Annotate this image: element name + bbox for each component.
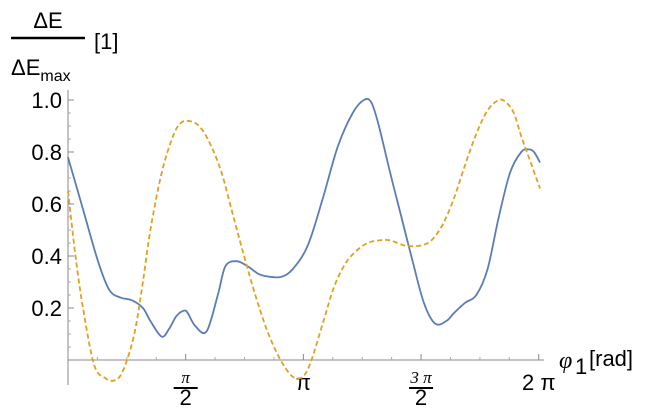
y-tick-label: 0.2 bbox=[31, 296, 62, 321]
x-tick-label: π bbox=[296, 370, 311, 395]
y-ticks: 0.2 0.4 0.6 0.8 1.0 bbox=[31, 88, 74, 348]
ylabel-denominator-base: ΔE bbox=[11, 55, 40, 80]
xlabel-symbol: φ bbox=[559, 348, 572, 374]
y-tick-label: 0.6 bbox=[31, 192, 62, 217]
ylabel-numerator: ΔE bbox=[33, 8, 62, 33]
x-tick-label-numerator: π bbox=[181, 368, 190, 387]
y-tick-label: 0.8 bbox=[31, 140, 62, 165]
x-tick-label-numerator: 3 π bbox=[409, 368, 432, 387]
y-axis-label: ΔE ΔEmax [1] bbox=[11, 8, 118, 85]
x-tick-label: 2 π bbox=[522, 370, 556, 395]
series-line-2 bbox=[67, 98, 541, 382]
ylabel-unit: [1] bbox=[94, 29, 118, 54]
x-tick-label-denominator: 2 bbox=[415, 385, 427, 408]
x-axis-label: φ 1 [rad] bbox=[559, 346, 633, 379]
axes bbox=[67, 90, 544, 385]
x-ticks: π2π 3 π22 π bbox=[96, 354, 556, 408]
ylabel-denominator: ΔEmax bbox=[11, 55, 71, 85]
xlabel-subscript: 1 bbox=[575, 354, 587, 379]
y-tick-label: 0.4 bbox=[31, 244, 62, 269]
y-tick-label: 1.0 bbox=[31, 88, 62, 113]
series-line-1 bbox=[67, 98, 541, 338]
x-tick-label-denominator: 2 bbox=[180, 385, 192, 408]
ylabel-denominator-sub: max bbox=[40, 68, 70, 85]
xlabel-unit: [rad] bbox=[589, 346, 633, 371]
series-layer bbox=[67, 98, 541, 382]
